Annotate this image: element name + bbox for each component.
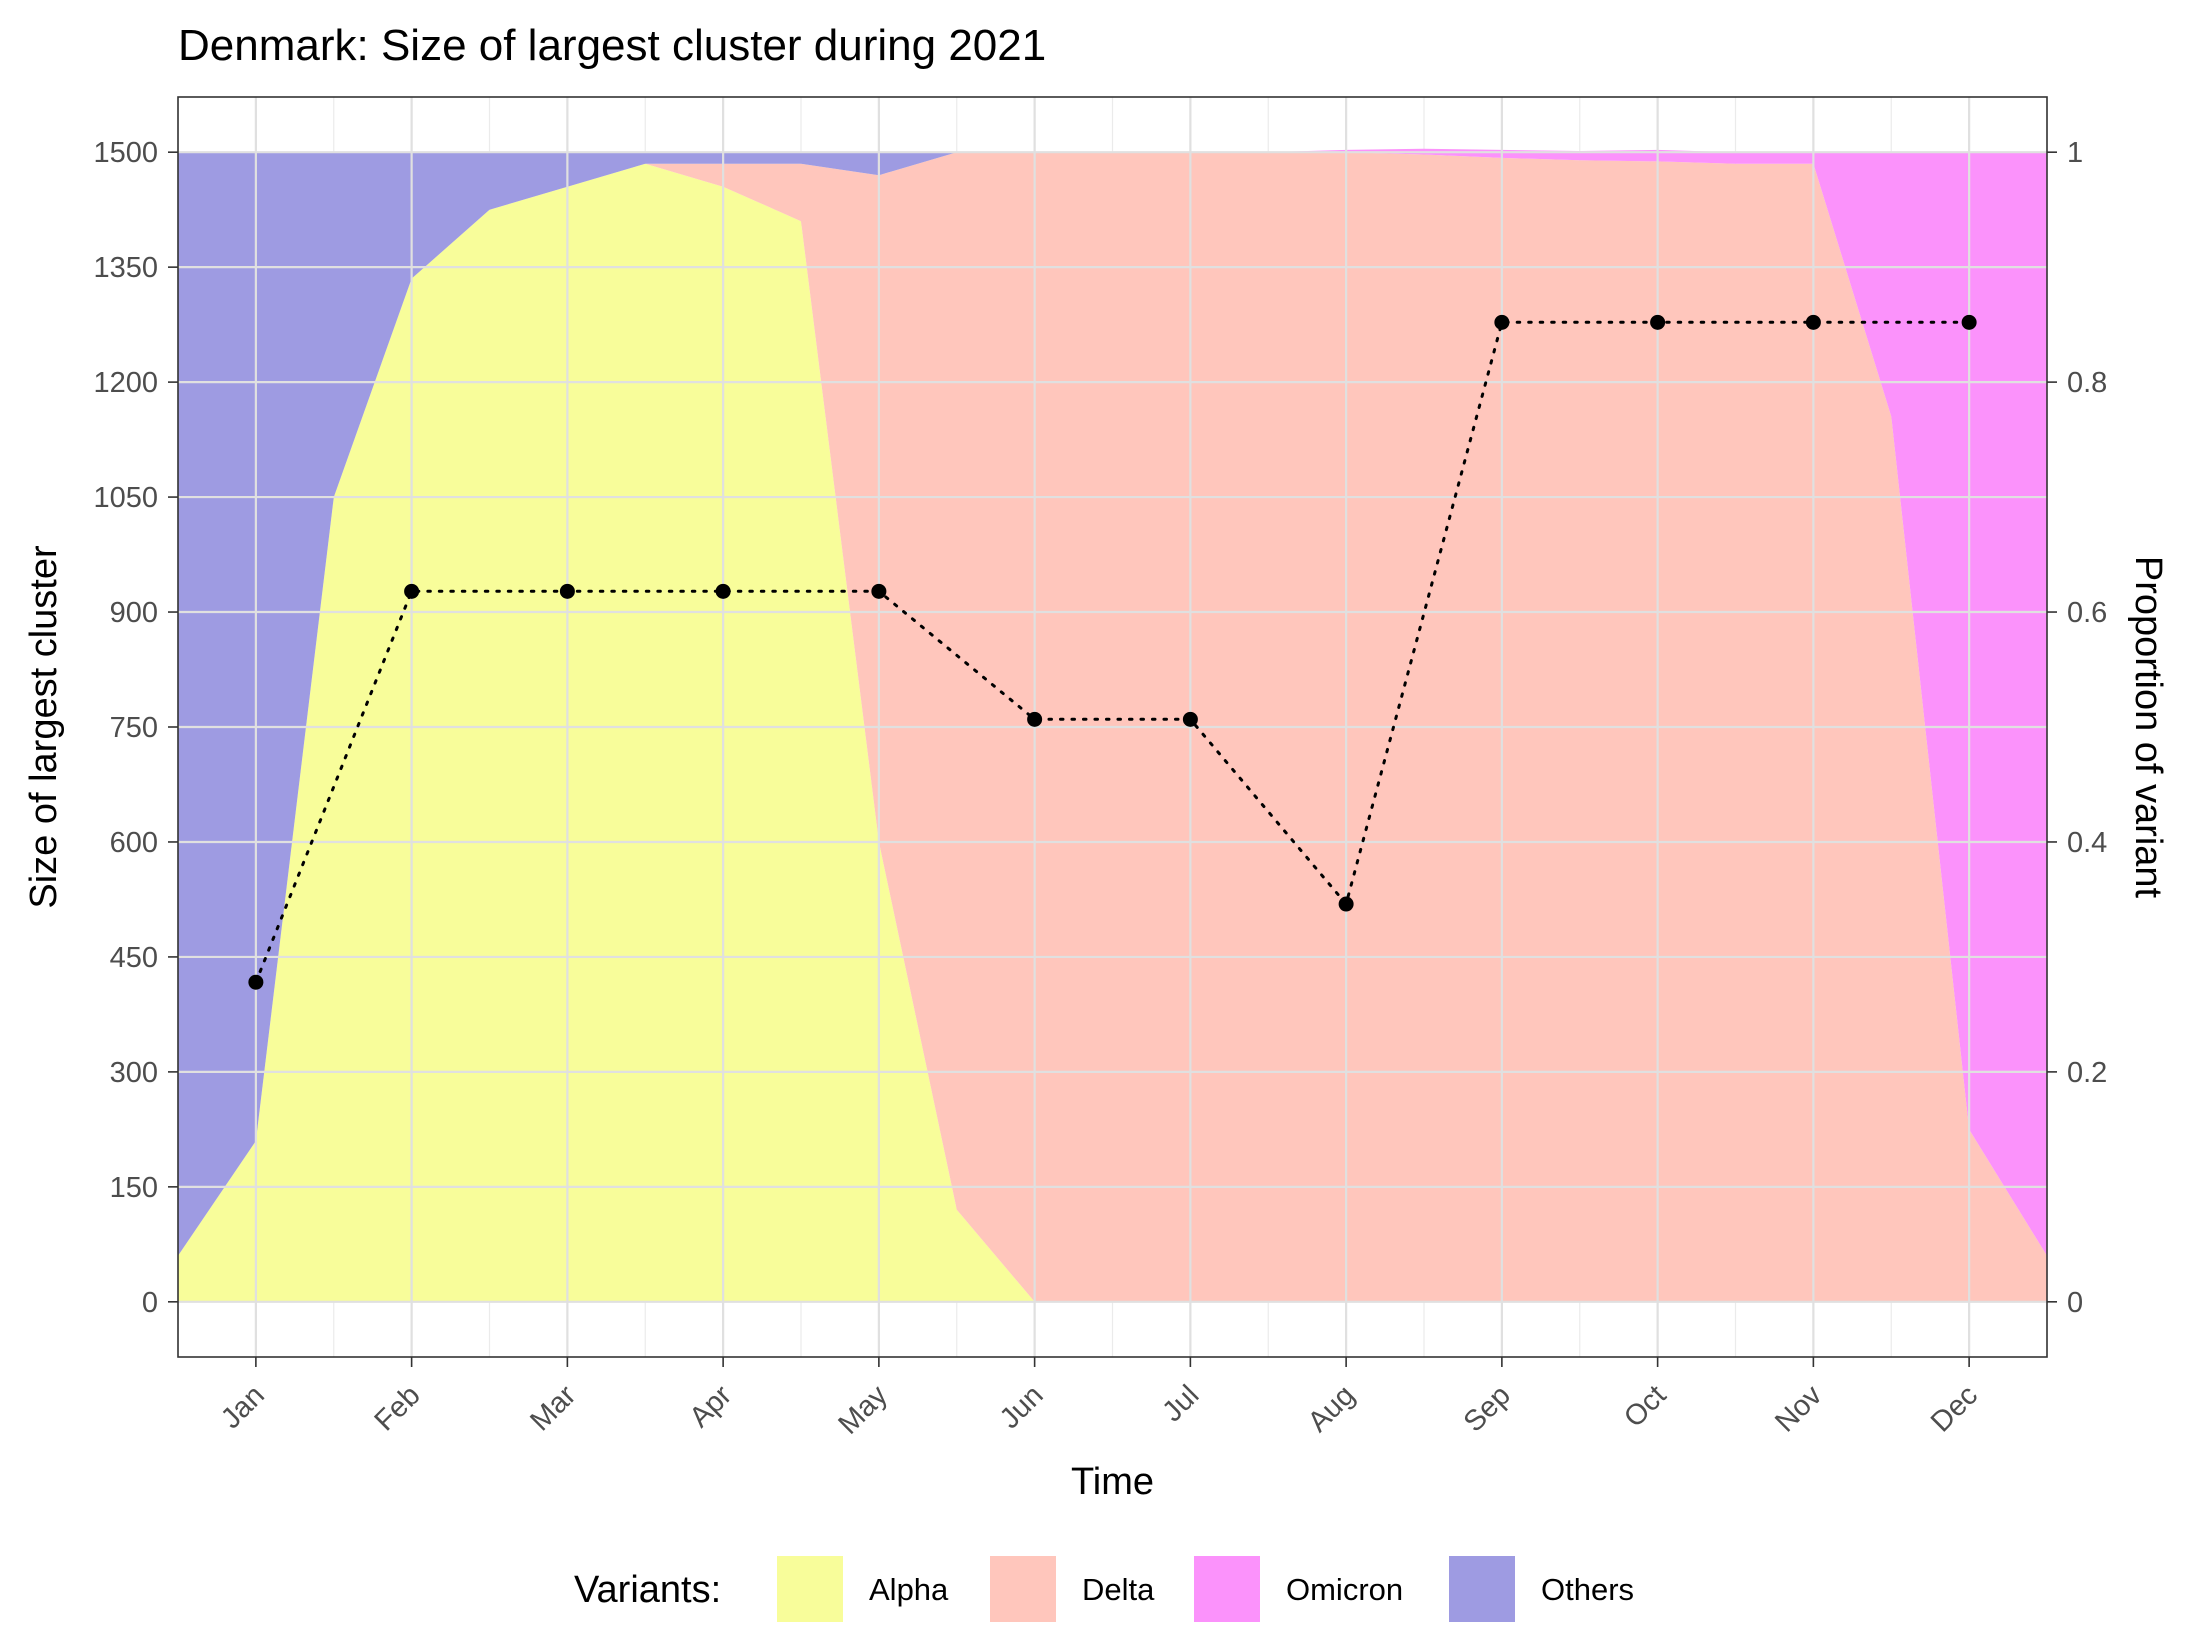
cluster-size-point: [1650, 314, 1666, 330]
legend-label-omicron: Omicron: [1286, 1572, 1403, 1607]
cluster-size-point: [871, 583, 887, 599]
y-tick-label: 900: [110, 597, 158, 629]
cluster-size-line: [248, 314, 1977, 990]
cluster-size-point: [1961, 314, 1977, 330]
y2-tick-label: 0.8: [2067, 367, 2107, 399]
x-tick-label: Jan: [215, 1379, 271, 1435]
legend-key-alpha: [777, 1556, 843, 1622]
y2-tick-label: 0.4: [2067, 827, 2107, 859]
x-tick-label: Mar: [524, 1379, 582, 1437]
y2-tick-label: 0.2: [2067, 1057, 2107, 1089]
x-tick-label: Nov: [1769, 1379, 1828, 1438]
legend-label-alpha: Alpha: [869, 1572, 949, 1607]
cluster-size-point: [1182, 711, 1198, 727]
cluster-size-point: [715, 583, 731, 599]
y-axis-right: 0 0.2 0.4 0.6 0.8 1: [2047, 137, 2107, 1319]
chart-title: Denmark: Size of largest cluster during …: [178, 21, 1046, 70]
y-tick-label: 1500: [93, 137, 158, 169]
x-tick-label: Aug: [1302, 1379, 1361, 1438]
x-tick-label: May: [832, 1379, 894, 1441]
x-tick-label: Sep: [1458, 1379, 1517, 1438]
y-axis-left: 0 150 300 450 600 750 900 1050 1200 1350 1500: [93, 137, 178, 1319]
y-tick-label: 0: [142, 1287, 158, 1319]
cluster-size-point: [248, 974, 264, 990]
y2-tick-label: 0.6: [2067, 597, 2107, 629]
x-tick-label: Jul: [1156, 1379, 1205, 1428]
legend-title: Variants:: [574, 1569, 721, 1611]
y-tick-label: 1200: [93, 367, 158, 399]
cluster-size-point: [559, 583, 575, 599]
cluster-size-point: [1338, 896, 1354, 912]
x-tick-label: Jun: [994, 1379, 1050, 1435]
x-axis-title: Time: [1071, 1461, 1154, 1503]
x-tick-label: Feb: [369, 1379, 427, 1437]
y-tick-label: 750: [110, 712, 158, 744]
y2-tick-label: 0: [2067, 1287, 2083, 1319]
area-omicron: [178, 148, 2047, 1256]
y-tick-label: 300: [110, 1057, 158, 1089]
x-tick-label: Oct: [1618, 1379, 1673, 1434]
y-tick-label: 600: [110, 827, 158, 859]
cluster-size-line-path: [254, 320, 1971, 984]
legend-key-delta: [990, 1556, 1056, 1622]
variant-areas: [178, 148, 2047, 1302]
cluster-size-point: [404, 583, 420, 599]
legend-label-delta: Delta: [1082, 1572, 1155, 1607]
legend-key-others: [1449, 1556, 1515, 1622]
legend-label-others: Others: [1541, 1572, 1634, 1607]
area-others: [178, 148, 2047, 1256]
cluster-size-point: [1805, 314, 1821, 330]
y2-axis-title: Proportion of variant: [2127, 556, 2169, 899]
y2-tick-label: 1: [2067, 137, 2083, 169]
y-tick-label: 1350: [93, 252, 158, 284]
grid-major: [178, 97, 2047, 1357]
y-axis-title: Size of largest cluster: [23, 545, 65, 909]
legend: Variants: Alpha Delta Omicron Others: [574, 1556, 1634, 1622]
cluster-size-point: [1027, 711, 1043, 727]
x-tick-label: Apr: [684, 1379, 739, 1434]
x-tick-label: Dec: [1925, 1379, 1984, 1438]
x-axis: Jan Feb Mar Apr May Jun Jul Aug Sep Oct Nov Dec: [215, 1357, 1984, 1441]
area-alpha: [178, 163, 2047, 1302]
y-tick-label: 450: [110, 942, 158, 974]
legend-items: Alpha Delta Omicron Others: [777, 1556, 1634, 1622]
cluster-size-point: [1494, 314, 1510, 330]
legend-key-omicron: [1194, 1556, 1260, 1622]
y-tick-label: 1050: [93, 482, 158, 514]
y-tick-label: 150: [110, 1172, 158, 1204]
